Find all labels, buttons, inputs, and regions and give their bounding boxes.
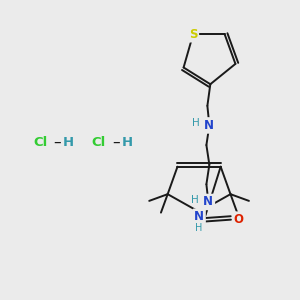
Text: H: H <box>191 195 199 205</box>
Text: H: H <box>122 136 133 148</box>
Text: Cl: Cl <box>92 136 106 148</box>
Text: N: N <box>194 210 204 223</box>
Text: H: H <box>195 223 203 232</box>
Text: S: S <box>189 28 197 41</box>
Text: N: N <box>204 119 214 132</box>
Text: –: – <box>112 135 119 150</box>
Text: –: – <box>53 135 61 150</box>
Text: Cl: Cl <box>33 136 47 148</box>
Text: H: H <box>192 118 200 128</box>
Text: N: N <box>203 196 213 208</box>
Text: H: H <box>63 136 74 148</box>
Text: O: O <box>234 213 244 226</box>
